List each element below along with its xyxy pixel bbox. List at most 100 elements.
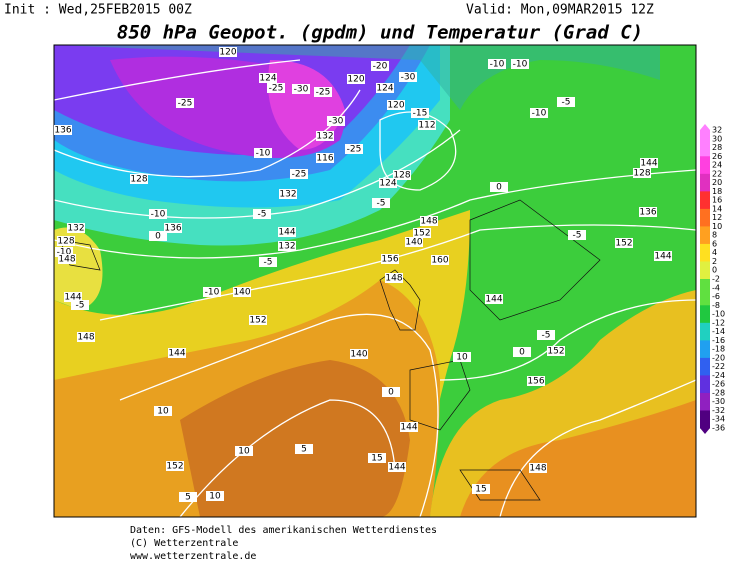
legend-swatch (700, 261, 710, 271)
label-box (488, 59, 506, 69)
legend-label: 24 (712, 161, 722, 170)
legend-swatch (700, 217, 710, 227)
legend-swatch (700, 384, 710, 394)
legend-swatch (700, 173, 710, 184)
label-box (382, 387, 400, 397)
label-box (387, 100, 405, 110)
contour-label: 144 (640, 159, 657, 169)
legend-swatch (700, 138, 710, 149)
legend-label: -12 (712, 318, 725, 327)
legend-label: -28 (712, 388, 725, 397)
label-box (393, 170, 411, 180)
contour-label: -20 (373, 62, 388, 72)
valid-time: Valid: Mon,09MAR2015 12Z (466, 3, 654, 18)
label-box (57, 236, 75, 246)
legend-label: -10 (712, 310, 725, 319)
label-box (168, 348, 186, 358)
contour-label: 156 (527, 377, 544, 387)
legend-label: -18 (712, 345, 725, 354)
legend-label: 0 (712, 266, 717, 275)
label-box (259, 73, 277, 83)
label-box (233, 287, 251, 297)
label-box (557, 97, 575, 107)
label-box (55, 247, 73, 257)
label-box (615, 238, 633, 248)
contour-label: -25 (292, 170, 307, 180)
legend-swatch (700, 182, 710, 192)
label-box (290, 169, 308, 179)
legend-swatch (700, 191, 710, 201)
contour-label: 152 (166, 462, 183, 472)
legend-label: -8 (712, 301, 720, 310)
contour-label: -5 (258, 210, 267, 220)
legend-label: -26 (712, 380, 725, 389)
legend-label: 6 (712, 239, 717, 248)
legend-label: -6 (712, 292, 720, 301)
contour-label: -10 (151, 210, 166, 220)
contour-label: -15 (413, 109, 428, 119)
label-box (206, 491, 224, 501)
label-box (327, 116, 345, 126)
contour-label: 124 (376, 84, 393, 94)
label-box (400, 422, 418, 432)
contour-label: 0 (155, 232, 161, 242)
map-frame (53, 44, 697, 518)
legend-swatch (700, 401, 710, 411)
label-box (314, 87, 332, 97)
legend-label: 20 (712, 178, 722, 187)
legend-label: 12 (712, 213, 722, 222)
contour-label: 124 (379, 179, 396, 189)
footer-line: (C) Wetterzentrale (130, 538, 238, 549)
label-box (490, 182, 508, 192)
contour-label: 148 (385, 274, 402, 284)
label-box (259, 257, 277, 267)
contour-label: 144 (654, 252, 671, 262)
contour-label: 10 (456, 353, 468, 363)
legend-label: -34 (712, 415, 725, 424)
label-box (385, 273, 403, 283)
contour-label: -5 (542, 331, 551, 341)
contour-label: 128 (393, 171, 410, 181)
contour-label: 120 (347, 75, 364, 85)
footer-line: www.wetterzentrale.de (130, 551, 256, 562)
label-box (203, 287, 221, 297)
legend-swatch (700, 235, 710, 245)
contour-label: 136 (164, 224, 181, 234)
label-box (77, 332, 95, 342)
contour-label: 144 (485, 295, 502, 305)
contour-label: 10 (157, 407, 169, 417)
contour-label: 152 (249, 316, 266, 326)
contour-label: 140 (233, 288, 250, 298)
label-box (316, 153, 334, 163)
label-box (568, 230, 586, 240)
contour-label: -25 (178, 99, 193, 109)
label-box (527, 376, 545, 386)
contour-label: -10 (532, 109, 547, 119)
legend-arrow (700, 428, 710, 434)
legend-swatch (700, 147, 710, 157)
label-box (71, 300, 89, 310)
legend-swatch (700, 165, 710, 175)
label-box (537, 330, 555, 340)
label-box (472, 484, 490, 494)
label-box (530, 108, 548, 118)
contour-label: -10 (205, 288, 220, 298)
label-box (413, 228, 431, 238)
legend-swatch (700, 296, 710, 306)
legend-label: -36 (712, 424, 725, 433)
legend-label: 16 (712, 196, 722, 205)
label-box (249, 315, 267, 325)
legend-swatch (700, 331, 710, 341)
label-box (372, 198, 390, 208)
contour-label: -5 (76, 301, 85, 311)
legend-swatch (700, 200, 710, 210)
legend-swatch (700, 243, 710, 254)
legend-swatch (700, 392, 710, 403)
contour-label: -30 (401, 73, 416, 83)
contour-label: 144 (388, 463, 405, 473)
label-box (54, 125, 72, 135)
legend-swatch (700, 349, 710, 359)
contour-label: -10 (513, 60, 528, 70)
label-box (219, 47, 237, 57)
